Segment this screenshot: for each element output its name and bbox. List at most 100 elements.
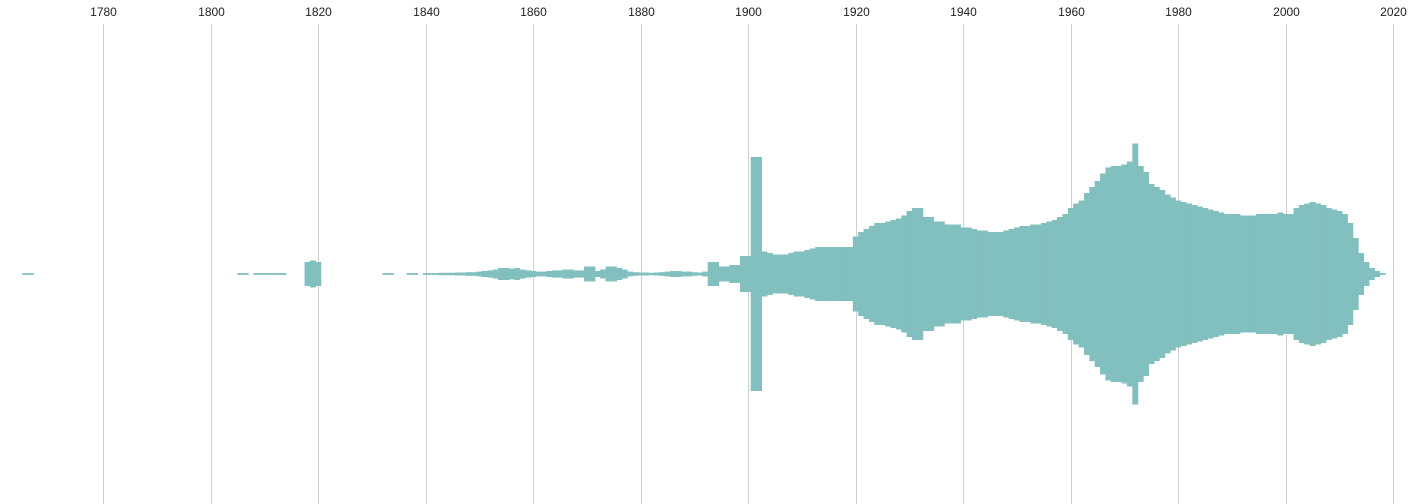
stream-bar-1766.5: [27, 273, 34, 275]
stream-bar-1926: [885, 221, 892, 327]
stream-bar-1951: [1019, 226, 1026, 322]
stream-bar-1875: [610, 266, 617, 282]
stream-bar-1922: [863, 229, 870, 319]
stream-bar-1987: [1212, 211, 1219, 337]
stream-bar-1942: [971, 229, 978, 319]
stream-bar-2014: [1358, 253, 1365, 295]
stream-bar-1995: [1255, 214, 1262, 334]
stream-bar-2008: [1325, 208, 1332, 340]
stream-bar-1765.5: [22, 273, 29, 275]
stream-bar-1940: [960, 227, 967, 321]
stream-bar-1958: [1057, 217, 1064, 331]
stream-bar-1908: [788, 253, 795, 295]
stream-bar-1874: [605, 266, 612, 282]
stream-bar-1961: [1073, 203, 1080, 345]
stream-bar-1984: [1196, 206, 1203, 342]
stream-bar-1895: [718, 266, 725, 282]
stream-bar-1881: [643, 272, 650, 276]
stream-bar-1994: [1250, 215, 1257, 333]
stream-bar-1962: [1078, 200, 1085, 348]
stream-bar-1933: [922, 217, 929, 331]
stream-bar-1932: [917, 208, 924, 340]
stream-bar-1873: [600, 269, 607, 279]
stream-bar-1897: [729, 265, 736, 283]
stream-bar-1955: [1040, 223, 1047, 325]
stream-bar-1863: [546, 271, 553, 277]
stream-bar-1855: [503, 268, 510, 280]
stream-bar-1914: [820, 247, 827, 301]
x-tick-label-1820: 1820: [305, 5, 332, 19]
stream-bar-1975: [1148, 184, 1155, 364]
stream-bar-1965: [1094, 181, 1101, 367]
stream-bar-1950: [1014, 227, 1021, 321]
stream-bar-1997: [1266, 214, 1273, 334]
stream-bar-1902: [756, 157, 763, 391]
stream-bar-2015: [1363, 262, 1370, 286]
stream-bar-1845: [449, 272, 456, 276]
stream-bar-1838: [412, 273, 419, 275]
stream-bar-1970: [1121, 164, 1128, 384]
stream-bar-1867: [567, 269, 574, 279]
stream-bar-1878: [627, 271, 634, 277]
stream-bar-1891: [696, 272, 703, 276]
gridlines: [103, 24, 1394, 504]
stream-bar-1930: [906, 211, 913, 337]
stream-bar-1937: [944, 224, 951, 324]
x-tick-label-1920: 1920: [843, 5, 870, 19]
stream-bar-1998: [1272, 214, 1279, 334]
stream-bar-2012: [1347, 223, 1354, 325]
stream-bar-1849: [471, 272, 478, 276]
stream-bar-1813.5: [280, 273, 287, 275]
stream-bar-1818: [304, 262, 311, 286]
stream-bar-1935: [933, 221, 940, 327]
stream-bar-1859: [524, 270, 531, 278]
stream-bar-1907: [782, 254, 789, 294]
stream-bar-1968: [1110, 166, 1117, 382]
stream-bar-1948: [1003, 230, 1010, 318]
stream-bar-1820: [315, 262, 322, 286]
stream-bar-1969: [1116, 166, 1123, 382]
stream-bar-1896: [723, 266, 730, 282]
stream-bar-1971: [1126, 161, 1133, 387]
stream-bar-2009: [1331, 209, 1338, 339]
stream-bar-1918: [842, 247, 849, 301]
stream-bar-1919: [847, 247, 854, 301]
stream-bar-1901: [750, 157, 757, 391]
stream-bar-1898: [734, 265, 741, 283]
stream-bar-1978: [1164, 194, 1171, 354]
stream-bar-1868: [573, 270, 580, 278]
x-tick-label-1980: 1980: [1165, 5, 1192, 19]
stream-bar-1956: [1046, 221, 1053, 327]
stream-bar-1959: [1062, 214, 1069, 334]
stream-bar-1910: [799, 251, 806, 297]
stream-bar-2004: [1304, 203, 1311, 345]
stream-bar-1892: [702, 271, 709, 277]
stream-bar-1870: [584, 266, 591, 282]
stream-bar-1985: [1202, 208, 1209, 340]
stream-bar-1832.5: [382, 273, 389, 275]
stream-bar-1960: [1067, 208, 1074, 340]
stream-bar-1943: [976, 230, 983, 318]
stream-bar-1916: [831, 247, 838, 301]
x-tick-label-1900: 1900: [735, 5, 762, 19]
stream-bar-1842: [433, 273, 440, 275]
stream-bar-1999: [1277, 212, 1284, 336]
stream-bar-1812.5: [275, 273, 281, 275]
stream-bar-1906: [777, 254, 784, 294]
stream-bar-1949: [1008, 229, 1015, 319]
x-tick-label-1960: 1960: [1058, 5, 1085, 19]
stream-bar-2005: [1309, 202, 1316, 346]
stream-bar-1884: [659, 272, 666, 276]
stream-bar-1946: [992, 232, 999, 316]
stream-bar-1913: [815, 247, 822, 301]
stream-bar-2010: [1336, 211, 1343, 337]
stream-bar-1912: [809, 248, 816, 300]
x-tick-label-1800: 1800: [198, 5, 225, 19]
stream-bar-2007: [1320, 205, 1327, 343]
stream-bar-1947: [997, 232, 1004, 316]
stream-bar-1810.5: [264, 273, 271, 275]
stream-bar-2000: [1282, 214, 1289, 334]
stream-bar-2018: [1379, 273, 1386, 275]
stream-bar-1833.5: [387, 273, 394, 275]
